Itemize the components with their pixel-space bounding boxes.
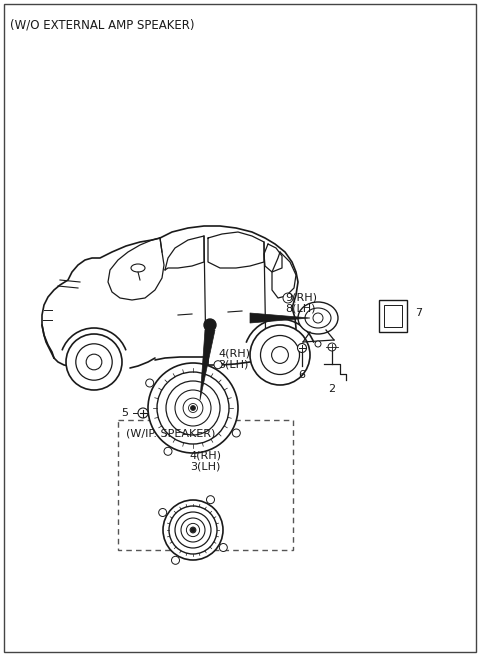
Circle shape (146, 379, 154, 387)
Circle shape (206, 496, 215, 504)
Polygon shape (200, 330, 215, 400)
Circle shape (191, 527, 195, 533)
Circle shape (163, 500, 223, 560)
Circle shape (66, 334, 122, 390)
Ellipse shape (298, 302, 338, 334)
Circle shape (76, 344, 112, 380)
Text: (W/IP. SPEAKER): (W/IP. SPEAKER) (126, 428, 216, 438)
Circle shape (169, 506, 217, 554)
Text: 9(RH)
8(LH): 9(RH) 8(LH) (285, 292, 317, 314)
Circle shape (250, 325, 310, 385)
Text: 7: 7 (415, 308, 422, 318)
Circle shape (283, 293, 293, 303)
Polygon shape (250, 313, 310, 323)
Circle shape (191, 405, 195, 411)
Circle shape (204, 319, 216, 331)
Text: 6: 6 (299, 370, 305, 380)
Ellipse shape (305, 308, 331, 328)
Bar (384, 305, 402, 327)
Circle shape (175, 512, 211, 548)
Text: 2: 2 (328, 384, 336, 394)
Bar (118, 420, 293, 550)
Circle shape (328, 343, 336, 351)
Circle shape (171, 556, 180, 564)
Circle shape (164, 447, 172, 455)
Circle shape (166, 381, 220, 435)
Ellipse shape (131, 264, 145, 272)
Circle shape (183, 398, 203, 418)
Bar (379, 300, 407, 332)
Text: 5: 5 (121, 408, 128, 418)
Circle shape (232, 429, 240, 437)
Circle shape (148, 363, 238, 453)
Circle shape (86, 354, 102, 370)
Circle shape (313, 313, 323, 323)
Text: 4(RH)
3(LH): 4(RH) 3(LH) (218, 348, 250, 369)
Circle shape (186, 523, 200, 537)
Circle shape (157, 372, 229, 444)
Circle shape (261, 335, 300, 375)
Circle shape (175, 390, 211, 426)
Text: 4(RH)
3(LH): 4(RH) 3(LH) (189, 450, 221, 472)
Circle shape (189, 403, 197, 413)
Circle shape (181, 518, 205, 542)
Circle shape (315, 341, 321, 347)
Circle shape (219, 544, 228, 552)
Circle shape (190, 527, 196, 533)
Circle shape (272, 346, 288, 363)
Circle shape (298, 344, 307, 352)
Text: (W/O EXTERNAL AMP SPEAKER): (W/O EXTERNAL AMP SPEAKER) (10, 18, 194, 31)
Circle shape (214, 361, 222, 369)
Circle shape (138, 408, 148, 418)
Circle shape (159, 508, 167, 516)
